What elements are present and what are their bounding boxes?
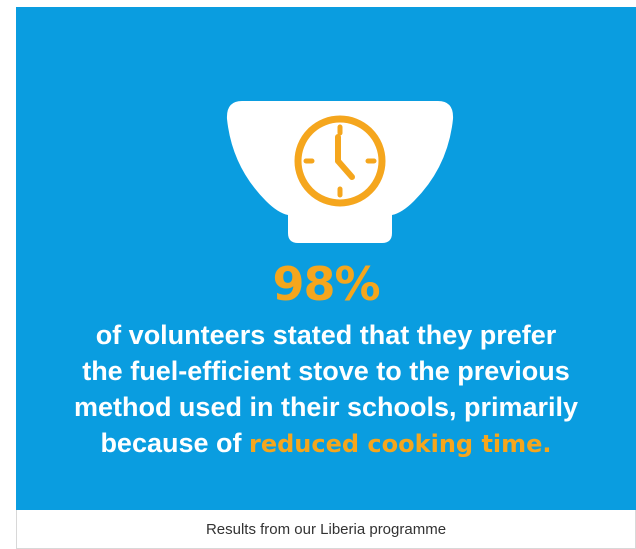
caption-text: Results from our Liberia programme xyxy=(205,521,447,538)
statement-line-4-prefix: because of xyxy=(100,428,242,458)
statement-line-2: the fuel-efficient stove to the previous xyxy=(82,356,570,386)
bowl-clock-icon xyxy=(224,97,456,243)
infographic-panel xyxy=(16,7,636,510)
statement-line-4: because of reduced cooking time. xyxy=(16,425,636,462)
caption-bar: Results from our Liberia programme xyxy=(16,510,636,549)
stat-statement: of volunteers stated that they prefer th… xyxy=(16,317,636,462)
statement-line-1: of volunteers stated that they prefer xyxy=(95,320,557,350)
statement-highlight: reduced cooking time. xyxy=(249,430,552,458)
statement-line-3: method used in their schools, primarily xyxy=(73,392,579,422)
stat-percentage: 98% xyxy=(272,257,380,311)
